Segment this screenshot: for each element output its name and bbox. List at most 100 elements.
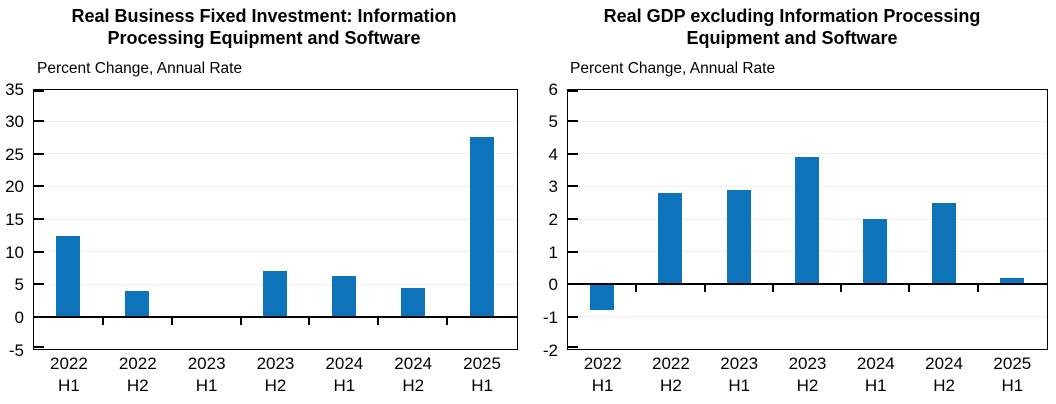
y-axis-tick bbox=[34, 90, 44, 92]
x-axis-category-label: 2023 H2 bbox=[773, 353, 841, 397]
x-axis-tick bbox=[446, 317, 449, 325]
x-label-year: 2022 bbox=[50, 354, 88, 373]
gridline bbox=[568, 153, 1047, 155]
x-label-half: H2 bbox=[402, 376, 425, 395]
x-axis-tick bbox=[703, 285, 706, 293]
y-axis-tick bbox=[34, 218, 44, 220]
x-axis-tick bbox=[771, 285, 774, 293]
y-axis-tick-label: -5 bbox=[8, 340, 24, 360]
x-label-half: H2 bbox=[660, 376, 682, 395]
x-axis-tick bbox=[101, 317, 104, 325]
y-axis-tick bbox=[34, 315, 44, 318]
y-axis-tick-label: 30 bbox=[5, 112, 24, 132]
x-label-year: 2024 bbox=[856, 354, 895, 373]
x-label-year: 2024 bbox=[925, 354, 963, 373]
x-label-year: 2025 bbox=[993, 354, 1032, 373]
y-axis-tick bbox=[568, 315, 578, 318]
x-label-half: H1 bbox=[471, 376, 493, 395]
plot-area bbox=[33, 89, 518, 350]
x-axis-category-label: 2024 H1 bbox=[842, 353, 910, 397]
chart-business-fixed-investment: Real Business Fixed Investment: Informat… bbox=[0, 5, 528, 397]
y-axis-tick-label: 15 bbox=[5, 210, 24, 229]
x-label-half: H2 bbox=[933, 376, 955, 395]
chart-title-line1: Real GDP excluding Information Processin… bbox=[603, 6, 981, 26]
x-axis-tick bbox=[308, 317, 311, 325]
zero-axis-line bbox=[568, 283, 1047, 286]
x-label-half: H1 bbox=[728, 376, 751, 395]
x-label-year: 2023 bbox=[720, 354, 759, 373]
y-axis-tick-label: 5 bbox=[14, 275, 24, 295]
y-axis-tick bbox=[34, 283, 44, 286]
bar bbox=[795, 157, 819, 285]
x-axis-category-label: 2025 H1 bbox=[448, 353, 517, 397]
y-axis-tick bbox=[568, 346, 578, 348]
y-axis-tick bbox=[568, 152, 578, 155]
gridline bbox=[568, 120, 1047, 122]
x-axis-category-label: 2023 H2 bbox=[241, 353, 310, 397]
chart-title-line2: Equipment and Software bbox=[686, 28, 898, 48]
zero-axis-line bbox=[34, 315, 517, 318]
y-axis-tick bbox=[34, 346, 44, 348]
x-axis-tick bbox=[976, 285, 979, 293]
bar bbox=[590, 284, 615, 311]
x-axis-tick bbox=[908, 285, 911, 293]
y-axis-tick-label: 10 bbox=[5, 242, 24, 262]
x-axis-category-label: 2022 H2 bbox=[637, 353, 705, 397]
y-axis-tick-label: 25 bbox=[5, 144, 24, 164]
bar bbox=[125, 290, 150, 317]
y-axis-tick-label: 0 bbox=[14, 307, 24, 327]
y-axis-tick bbox=[34, 120, 44, 123]
y-axis-tick bbox=[568, 250, 578, 253]
x-axis-category-label: 2023 H1 bbox=[172, 353, 241, 397]
x-label-year: 2023 bbox=[256, 354, 295, 373]
x-axis-category-label: 2022 H1 bbox=[569, 353, 637, 397]
y-axis-tick bbox=[34, 185, 44, 188]
y-axis-tick-label: 4 bbox=[548, 144, 558, 164]
y-axis-tick-label: -2 bbox=[542, 340, 558, 360]
x-label-half: H1 bbox=[1001, 376, 1024, 395]
x-axis-category-label: 2024 H2 bbox=[379, 353, 448, 397]
y-axis-tick-label: 5 bbox=[548, 112, 558, 132]
x-label-half: H1 bbox=[864, 376, 887, 395]
x-label-year: 2023 bbox=[788, 354, 827, 373]
x-axis-category-label: 2022 H1 bbox=[35, 353, 104, 397]
gridline bbox=[568, 316, 1047, 318]
x-label-half: H2 bbox=[126, 376, 149, 395]
bar bbox=[726, 189, 751, 285]
y-axis-tick-label: 0 bbox=[548, 275, 558, 295]
gridline bbox=[34, 120, 517, 122]
x-axis-category-label: 2022 H2 bbox=[103, 353, 172, 397]
x-axis-tick bbox=[170, 317, 173, 325]
plot-area bbox=[567, 89, 1048, 350]
x-axis-category-label: 2024 H2 bbox=[910, 353, 978, 397]
chart-title-line1: Real Business Fixed Investment: Informat… bbox=[71, 6, 457, 26]
bar bbox=[56, 235, 81, 317]
x-label-year: 2025 bbox=[463, 354, 501, 373]
y-axis-unit-label: Percent Change, Annual Rate bbox=[37, 60, 243, 77]
y-axis-tick-label: 20 bbox=[5, 177, 24, 197]
x-axis-tick bbox=[635, 285, 638, 293]
y-axis-tick bbox=[568, 90, 578, 92]
bar bbox=[931, 202, 956, 285]
x-label-half: H1 bbox=[195, 376, 218, 395]
bar bbox=[263, 271, 287, 317]
chart-title: Real Business Fixed Investment: Informat… bbox=[0, 5, 528, 49]
y-axis-tick bbox=[34, 250, 44, 253]
x-label-year: 2024 bbox=[325, 354, 364, 373]
y-axis-tick-label: 1 bbox=[548, 242, 558, 262]
y-axis-tick bbox=[34, 152, 44, 155]
gridline bbox=[34, 251, 517, 253]
chart-gdp-excluding-ipes: Real GDP excluding Information Processin… bbox=[528, 0, 1056, 404]
bar bbox=[863, 219, 888, 285]
y-axis-tick-label: 3 bbox=[548, 177, 558, 197]
x-label-year: 2024 bbox=[394, 354, 433, 373]
chart-title: Real GDP excluding Information Processin… bbox=[528, 5, 1056, 49]
x-label-year: 2022 bbox=[118, 354, 157, 373]
x-axis-category-label: 2023 H1 bbox=[705, 353, 773, 397]
y-axis-unit-label: Percent Change, Annual Rate bbox=[570, 60, 776, 77]
y-axis-tick bbox=[568, 120, 578, 123]
y-axis-tick-label: -1 bbox=[542, 307, 558, 327]
x-label-half: H1 bbox=[591, 376, 614, 395]
x-axis-tick bbox=[377, 317, 380, 325]
